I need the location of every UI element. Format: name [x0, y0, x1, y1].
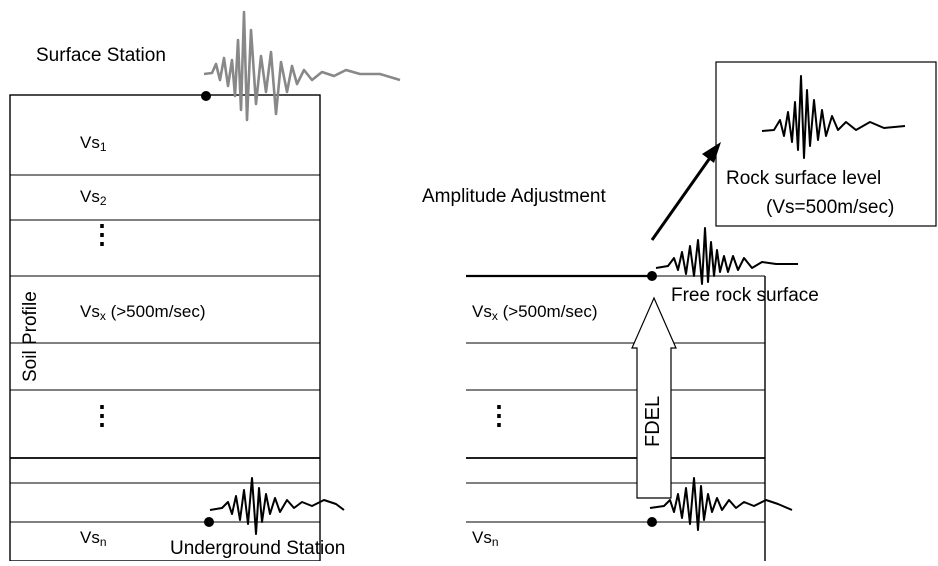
right-layer-vsx-label: Vsx (>500m/sec) [472, 302, 598, 326]
surface-station-label: Surface Station [36, 45, 166, 66]
vs-prefix: Vs [80, 302, 100, 321]
rock-surface-vs-label: (Vs=500m/sec) [766, 197, 895, 218]
rock-surface-level-label: Rock surface level [726, 168, 882, 189]
vs-prefix: Vs [80, 133, 100, 152]
soil-column-outline [9, 94, 321, 562]
underground-station-marker [204, 517, 214, 527]
right-layer-ellipsis: ⋮ [486, 400, 512, 430]
free-rock-station-marker [647, 271, 657, 281]
vs-subscript: 1 [99, 140, 107, 154]
surface-station-marker [201, 91, 211, 101]
layer-vsn-label: Vsn [80, 528, 107, 552]
right-soil-column [466, 274, 766, 561]
layer-vsx-label: Vsx (>500m/sec) [80, 302, 206, 326]
fdel-arrow [631, 296, 677, 499]
surface-wave [203, 10, 401, 122]
vs-prefix: Vs [472, 302, 492, 321]
vs-subscript: n [99, 535, 107, 549]
layer-ellipsis: ⋮ [89, 400, 115, 430]
rock-surface-box [715, 61, 937, 227]
underground-wave-left [209, 477, 345, 535]
vs-subscript: x [491, 309, 498, 323]
free-rock-wave [655, 227, 798, 285]
soil-profile-label: Soil Profile [20, 291, 41, 382]
underground-wave-right [649, 477, 793, 531]
vs-subscript: x [99, 309, 106, 323]
vs-subscript: n [491, 535, 499, 549]
vs-prefix: Vs [80, 528, 100, 547]
vs-prefix: Vs [472, 528, 492, 547]
vsx-note: (>500m/sec) [502, 302, 598, 321]
vs-subscript: 2 [99, 194, 107, 208]
layer-ellipsis: ⋮ [89, 219, 115, 249]
vs-prefix: Vs [80, 187, 100, 206]
layer-vs2-label: Vs2 [80, 187, 107, 211]
fdel-label: FDEL [642, 395, 664, 447]
amplitude-adjustment-arrow [650, 142, 721, 241]
layer-vs1-label: Vs1 [80, 133, 107, 157]
amplitude-adjustment-label: Amplitude Adjustment [422, 186, 606, 207]
rock-surface-wave [761, 75, 906, 159]
vsx-note: (>500m/sec) [110, 302, 206, 321]
left-soil-column [9, 94, 321, 562]
free-rock-surface-label: Free rock surface [671, 285, 819, 306]
underground-station-marker-right [647, 517, 657, 527]
right-layer-vsn-label: Vsn [472, 528, 499, 552]
underground-station-label: Underground Station [170, 538, 346, 559]
